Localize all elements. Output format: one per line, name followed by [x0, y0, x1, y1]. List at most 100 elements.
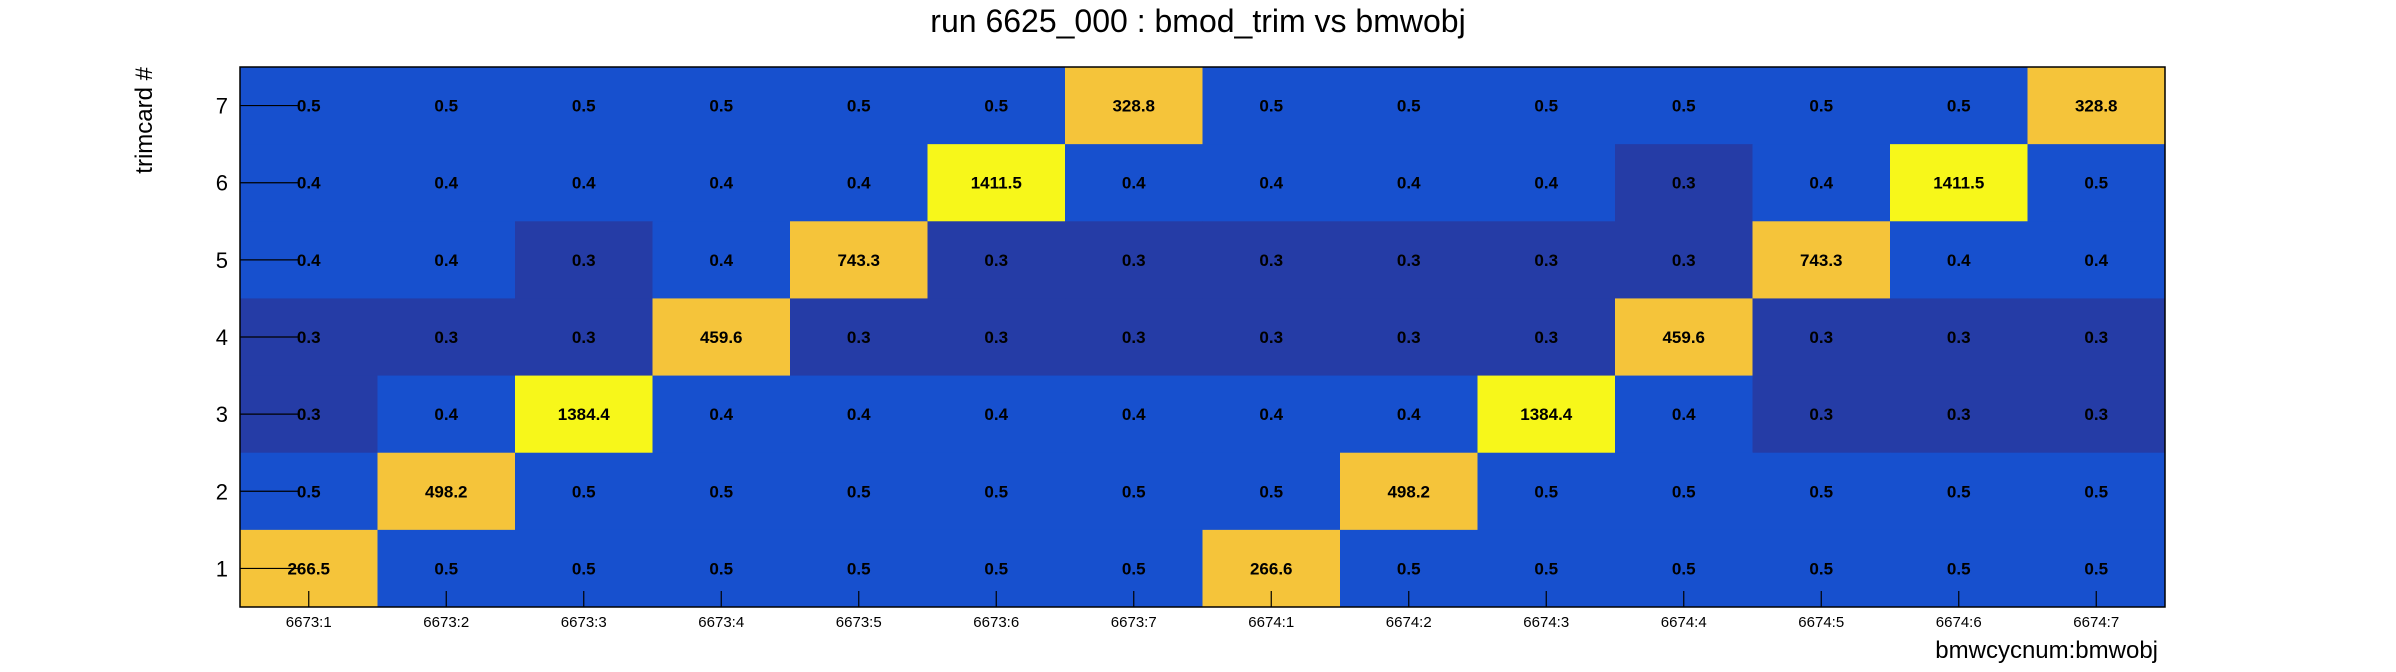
heatmap-cell: [1202, 452, 1341, 531]
cell-value-label: 0.5: [1947, 482, 1971, 501]
cell-value-label: 0.3: [297, 328, 321, 347]
heatmap-cell: [1202, 144, 1341, 222]
heatmap-cell: [790, 375, 928, 454]
heatmap-cells: [240, 67, 2166, 608]
x-tick-label: 6674:2: [1386, 614, 1432, 631]
cell-value-label: 0.3: [1259, 328, 1283, 347]
heatmap-cell: [1890, 67, 2028, 145]
heatmap-cell: [1202, 221, 1341, 299]
heatmap-cell: [927, 375, 1066, 454]
heatmap-cell: [652, 221, 791, 299]
heatmap-cell: [1065, 452, 1203, 531]
cell-value-label: 0.5: [1947, 559, 1971, 578]
cell-value-label: 0.5: [1672, 482, 1696, 501]
heatmap-cell: [1752, 452, 1891, 531]
cell-value-label: 0.4: [1397, 174, 1421, 193]
cell-value-label: 0.3: [1534, 251, 1558, 270]
cell-value-label: 0.5: [709, 559, 733, 578]
cell-value-label: 0.3: [1947, 405, 1971, 424]
cell-value-label: 0.4: [709, 405, 733, 424]
cell-value-label: 0.4: [1122, 405, 1146, 424]
heatmap-cell: [927, 144, 1066, 222]
cell-value-label: 0.4: [1809, 174, 1833, 193]
cell-value-label: 0.5: [2084, 559, 2108, 578]
heatmap-cell: [927, 221, 1066, 299]
cell-value-label: 0.5: [1809, 482, 1833, 501]
heatmap-cell: [377, 452, 516, 531]
heatmap-cell: [1340, 221, 1478, 299]
cell-value-label: 0.4: [1397, 405, 1421, 424]
cell-value-label: 0.5: [1534, 482, 1558, 501]
heatmap-cell: [1615, 452, 1753, 531]
cell-value-label: 0.4: [297, 251, 321, 270]
cell-value-label: 0.3: [1122, 328, 1146, 347]
heatmap-cell: [1065, 298, 1203, 377]
cell-value-label: 0.5: [984, 482, 1008, 501]
cell-value-label: 0.3: [572, 328, 596, 347]
heatmap-cell: [1477, 375, 1616, 454]
cell-value-label: 1384.4: [1520, 405, 1573, 424]
cell-value-label: 0.5: [1397, 97, 1421, 116]
heatmap-cell: [1615, 67, 1753, 145]
cell-value-label: 0.4: [847, 174, 871, 193]
cell-value-label: 0.4: [1534, 174, 1558, 193]
cell-value-label: 0.5: [1534, 559, 1558, 578]
heatmap-cell: [1615, 144, 1753, 222]
cell-value-label: 0.4: [1259, 174, 1283, 193]
cell-value-label: 0.4: [1122, 174, 1146, 193]
heatmap-cell: [790, 221, 928, 299]
y-tick-label: 1: [216, 556, 228, 581]
cell-value-label: 0.4: [847, 405, 871, 424]
cell-value-label: 266.5: [287, 559, 330, 578]
x-axis-label: bmwcycnum:bmwobj: [1935, 637, 2158, 664]
cell-value-label: 0.3: [1397, 328, 1421, 347]
cell-value-label: 0.4: [572, 174, 596, 193]
cell-value-label: 0.3: [2084, 328, 2108, 347]
heatmap-cell: [1752, 221, 1891, 299]
heatmap-cell: [377, 298, 516, 377]
heatmap-cell: [1477, 144, 1616, 222]
heatmap-cell: [1340, 452, 1478, 531]
cell-value-label: 0.3: [1397, 251, 1421, 270]
cell-value-label: 0.4: [1259, 405, 1283, 424]
x-tick-label: 6674:1: [1248, 614, 1294, 631]
heatmap-cell: [1477, 67, 1616, 145]
cell-value-label: 0.4: [434, 174, 458, 193]
heatmap-cell: [927, 298, 1066, 377]
heatmap-cell: [652, 452, 791, 531]
cell-value-label: 0.5: [709, 97, 733, 116]
y-tick-label: 4: [216, 325, 228, 350]
heatmap-cell: [515, 452, 653, 531]
cell-value-label: 743.3: [837, 251, 880, 270]
cell-value-label: 1384.4: [558, 405, 611, 424]
heatmap-cell: [1615, 221, 1753, 299]
heatmap-cell: [515, 298, 653, 377]
heatmap-cell: [790, 452, 928, 531]
cell-value-label: 0.5: [1672, 97, 1696, 116]
cell-value-label: 0.5: [1672, 559, 1696, 578]
y-tick-label: 3: [216, 402, 228, 427]
heatmap-cell: [1752, 298, 1891, 377]
heatmap-cell: [1890, 298, 2028, 377]
cell-value-label: 0.5: [984, 559, 1008, 578]
heatmap-cell: [652, 375, 791, 454]
cell-value-label: 0.5: [297, 97, 321, 116]
heatmap-cell: [1340, 144, 1478, 222]
cell-value-label: 0.5: [1534, 97, 1558, 116]
cell-value-label: 328.8: [2075, 97, 2118, 116]
cell-value-label: 0.5: [572, 559, 596, 578]
cell-value-label: 1411.5: [1933, 174, 1984, 193]
heatmap-cell: [1752, 144, 1891, 222]
cell-value-label: 0.3: [1259, 251, 1283, 270]
heatmap-cell: [1615, 375, 1753, 454]
heatmap-cell: [1065, 67, 1203, 145]
x-tick-label: 6673:3: [561, 614, 607, 631]
cell-value-labels: 0.5 0.5 0.5 0.5 0.5 0.5 328.8 0.5 0.5 0.5 0.5 0.5 0.…: [287, 97, 2117, 579]
cell-value-label: 0.5: [434, 97, 458, 116]
cell-value-label: 0.4: [434, 405, 458, 424]
heatmap-cell: [1202, 298, 1341, 377]
cell-value-label: 0.5: [709, 482, 733, 501]
heatmap-cell: [927, 67, 1066, 145]
heatmap-cell: [1065, 221, 1203, 299]
